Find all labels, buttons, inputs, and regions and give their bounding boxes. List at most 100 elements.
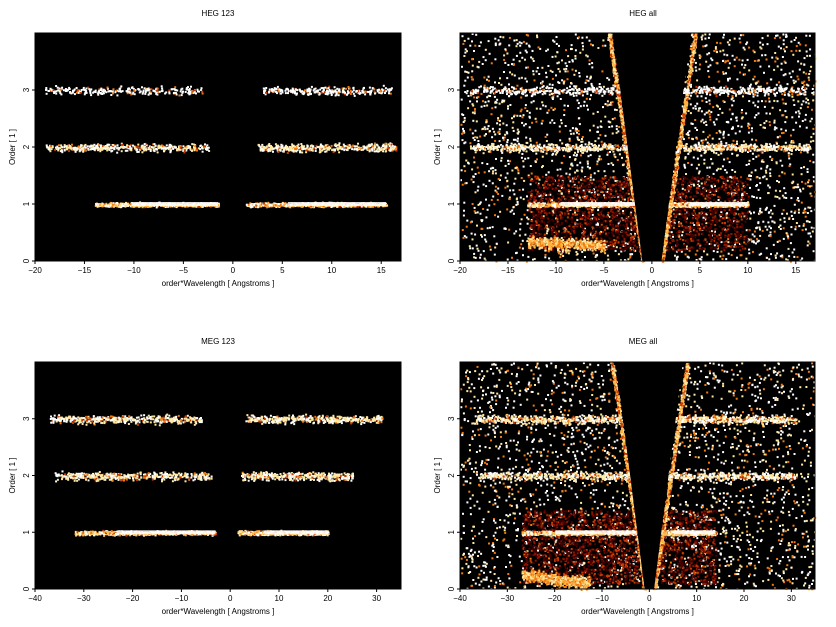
heatmap-cell — [156, 94, 158, 96]
heatmap-cell — [517, 201, 519, 203]
heatmap-cell — [484, 85, 486, 87]
heatmap-cell — [100, 145, 102, 147]
heatmap-cell — [467, 90, 469, 92]
heatmap-cell — [569, 156, 571, 158]
heatmap-cell — [757, 241, 759, 243]
heatmap-cell — [508, 163, 510, 165]
heatmap-cell — [512, 206, 514, 208]
heatmap-cell — [785, 34, 787, 36]
heatmap-cell — [779, 37, 781, 39]
heatmap-cell — [131, 87, 133, 89]
heatmap-cell — [716, 105, 718, 107]
heatmap-cell — [183, 151, 185, 153]
heatmap-cell — [478, 172, 480, 174]
heatmap-cell — [338, 144, 340, 146]
heatmap-cell — [494, 254, 496, 256]
heatmap-cell — [331, 145, 333, 147]
heatmap-cell — [554, 108, 556, 110]
heatmap-cell — [773, 93, 775, 95]
x-tick-label: 10 — [327, 266, 336, 275]
heatmap-cell — [802, 120, 804, 122]
heatmap-cell — [552, 78, 554, 80]
heatmap-cell — [740, 254, 742, 256]
heatmap-cell — [138, 206, 140, 208]
heatmap-cell — [473, 176, 475, 178]
heatmap-cell — [138, 89, 140, 91]
heatmap-cell — [722, 60, 724, 62]
heatmap-cell — [553, 122, 555, 124]
heatmap-cell — [462, 184, 464, 186]
heatmap-cell — [780, 255, 782, 257]
heatmap-cell — [186, 89, 188, 91]
heatmap-cell — [739, 38, 741, 40]
heatmap-cell — [505, 177, 507, 179]
heatmap-cell — [522, 240, 524, 242]
heatmap-cell — [270, 147, 272, 149]
heatmap-cell — [597, 209, 599, 211]
heatmap-cell — [779, 190, 781, 192]
heatmap-cell — [809, 120, 811, 122]
heatmap-cell — [312, 145, 314, 147]
heatmap-cell — [608, 163, 610, 165]
heatmap-cell — [782, 99, 784, 101]
heatmap-cell — [804, 57, 806, 59]
heatmap-cell — [508, 229, 510, 231]
heatmap-cell — [599, 134, 601, 136]
heatmap-cell — [573, 154, 575, 156]
heatmap-cell — [461, 99, 463, 101]
heatmap-cell — [586, 105, 588, 107]
heatmap-cell — [323, 87, 325, 89]
heatmap-cell — [364, 91, 366, 93]
heatmap-cell — [811, 185, 813, 187]
heatmap-cell — [807, 106, 809, 108]
heatmap-cell — [691, 164, 693, 166]
heatmap-cell — [808, 179, 810, 181]
heatmap-cell — [303, 148, 305, 150]
heatmap-cell — [778, 46, 780, 48]
heatmap-cell — [783, 48, 785, 50]
heatmap-cell — [311, 148, 313, 150]
heatmap-cell — [786, 116, 788, 118]
heatmap-cell — [696, 250, 698, 252]
heatmap-cell — [753, 96, 755, 98]
heatmap-cell — [187, 146, 189, 148]
heatmap-cell — [477, 190, 479, 192]
heatmap-cell — [284, 147, 286, 149]
heatmap-cell — [732, 95, 734, 97]
heatmap-cell — [69, 145, 71, 147]
heatmap-cell — [536, 70, 538, 72]
heatmap-cell — [805, 114, 807, 116]
heatmap-cell — [190, 86, 192, 88]
heatmap-cell — [699, 171, 701, 173]
heatmap-cell — [591, 66, 593, 68]
heatmap-cell — [509, 104, 511, 106]
heatmap-cell — [722, 71, 724, 73]
heatmap-cell — [480, 41, 482, 43]
heatmap-cell — [780, 128, 782, 130]
heatmap-cell — [562, 255, 564, 257]
heatmap-cell — [721, 112, 723, 114]
heatmap-cell — [278, 88, 280, 90]
heatmap-cell — [701, 140, 703, 142]
heatmap-cell — [494, 96, 496, 98]
heatmap-cell — [763, 127, 765, 129]
heatmap-cell — [197, 89, 199, 91]
heatmap-cell — [374, 93, 376, 95]
heatmap-cell — [565, 173, 567, 175]
heatmap-cell — [96, 145, 98, 147]
heatmap-cell — [85, 90, 87, 92]
heatmap-cell — [51, 148, 53, 150]
heatmap-cell — [474, 108, 476, 110]
heatmap-cell — [791, 96, 793, 98]
heatmap-cell — [137, 146, 139, 148]
heatmap-cell — [475, 34, 477, 36]
heatmap-cell — [489, 53, 491, 55]
heatmap-cell — [799, 50, 801, 52]
heatmap-cell — [760, 253, 762, 255]
heatmap-cell — [756, 197, 758, 199]
heatmap-cell — [813, 161, 815, 163]
heatmap-cell — [785, 36, 787, 38]
heatmap-cell — [575, 70, 577, 72]
heatmap-cell — [371, 150, 373, 152]
heatmap-cell — [807, 181, 809, 183]
